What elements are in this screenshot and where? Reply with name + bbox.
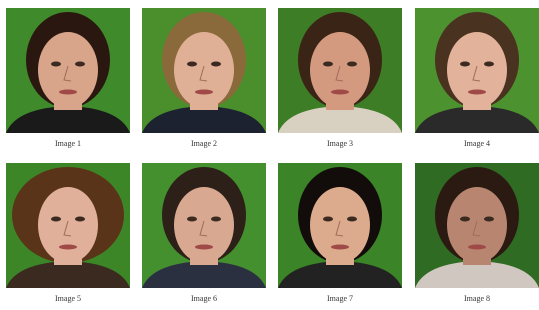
face [38, 187, 98, 263]
eye [460, 217, 470, 222]
face-image: Image 1 [6, 8, 130, 148]
image-caption: Image 2 [191, 139, 217, 148]
face [174, 32, 234, 108]
face [174, 187, 234, 263]
face [310, 32, 370, 108]
face [38, 32, 98, 108]
face-image: Image 4 [415, 8, 539, 148]
eye [460, 62, 470, 67]
eye [211, 62, 221, 67]
mouth [59, 90, 77, 95]
mouth [468, 245, 486, 250]
eye [323, 62, 333, 67]
eye [187, 217, 197, 222]
face-image: Image 7 [278, 163, 402, 303]
eye [51, 62, 61, 67]
eye [347, 217, 357, 222]
eye [211, 217, 221, 222]
eye [323, 217, 333, 222]
mouth [331, 90, 349, 95]
eye [484, 62, 494, 67]
face-image: Image 2 [142, 8, 266, 148]
image-caption: Image 5 [55, 294, 81, 303]
image-caption: Image 4 [464, 139, 490, 148]
face [310, 187, 370, 263]
face-image: Image 8 [415, 163, 539, 303]
mouth [195, 245, 213, 250]
eye [347, 62, 357, 67]
mouth [468, 90, 486, 95]
face [447, 32, 507, 108]
eye [484, 217, 494, 222]
mouth [195, 90, 213, 95]
figure: Image 1 Image 2 Image 3 Image 4 Image 5 Image… [0, 0, 539, 310]
face [447, 187, 507, 263]
eye [75, 62, 85, 67]
face-image: Image 6 [142, 163, 266, 303]
image-caption: Image 8 [464, 294, 490, 303]
image-caption: Image 7 [327, 294, 353, 303]
mouth [331, 245, 349, 250]
image-caption: Image 3 [327, 139, 353, 148]
eye [51, 217, 61, 222]
mouth [59, 245, 77, 250]
image-caption: Image 1 [55, 139, 81, 148]
image-caption: Image 6 [191, 294, 217, 303]
face-image: Image 3 [278, 8, 402, 148]
eye [75, 217, 85, 222]
eye [187, 62, 197, 67]
face-image: Image 5 [6, 163, 130, 303]
